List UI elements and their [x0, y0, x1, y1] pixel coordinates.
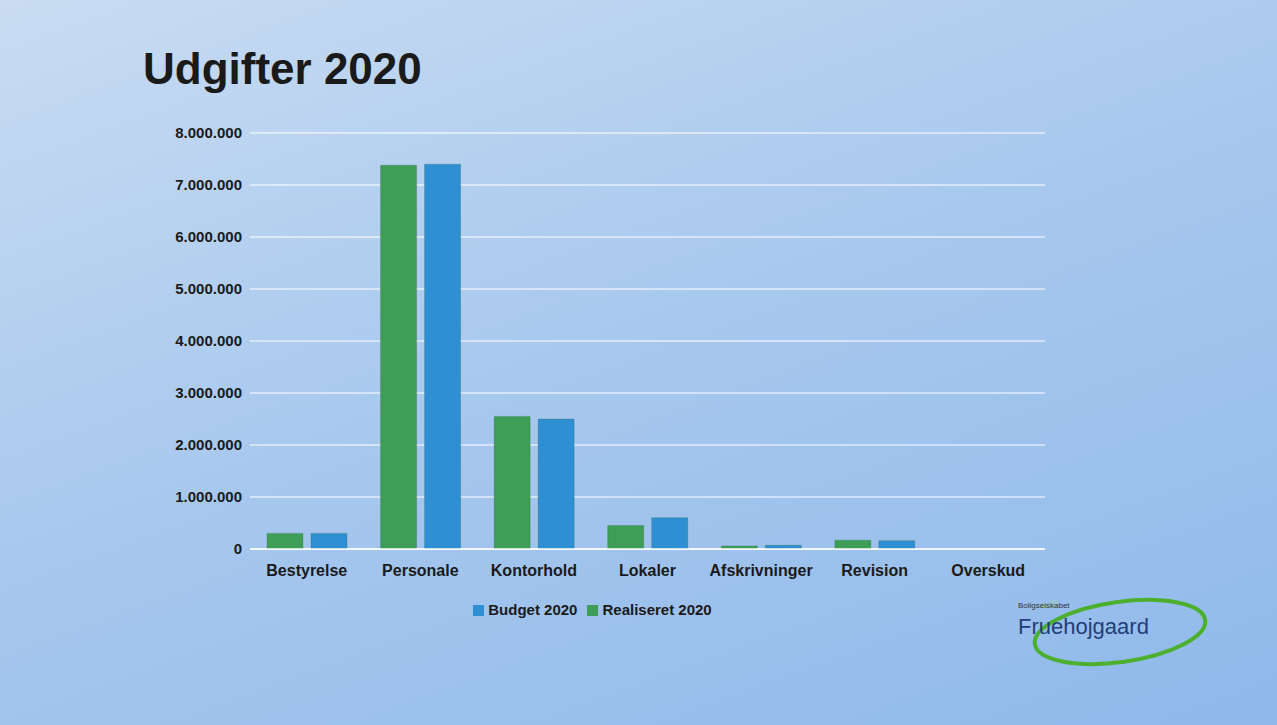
svg-text:5.000.000: 5.000.000 [175, 280, 242, 297]
svg-text:4.000.000: 4.000.000 [175, 332, 242, 349]
svg-text:Boligselskabet: Boligselskabet [1018, 601, 1070, 610]
html-text:Realiseret 2020: Realiseret 2020 [602, 601, 712, 618]
svg-text:1.000.000: 1.000.000 [175, 488, 242, 505]
svg-text:6.000.000: 6.000.000 [175, 228, 242, 245]
svg-text:Kontorhold: Kontorhold [491, 562, 577, 579]
svg-text:Afskrivninger: Afskrivninger [710, 562, 813, 579]
svg-text:7.000.000: 7.000.000 [175, 176, 242, 193]
svg-text:Personale: Personale [382, 562, 459, 579]
svg-text:0: 0 [234, 540, 242, 557]
svg-text:Lokaler: Lokaler [619, 562, 676, 579]
html-text:Udgifter 2020: Udgifter 2020 [143, 44, 422, 93]
svg-text:3.000.000: 3.000.000 [175, 384, 242, 401]
html-text:Budget 2020: Budget 2020 [488, 601, 578, 618]
svg-text:Fruehojgaard: Fruehojgaard [1018, 614, 1149, 639]
svg-text:Overskud: Overskud [951, 562, 1025, 579]
svg-text:Revision: Revision [841, 562, 908, 579]
svg-text:2.000.000: 2.000.000 [175, 436, 242, 453]
svg-text:Bestyrelse: Bestyrelse [266, 562, 347, 579]
svg-text:8.000.000: 8.000.000 [175, 124, 242, 141]
